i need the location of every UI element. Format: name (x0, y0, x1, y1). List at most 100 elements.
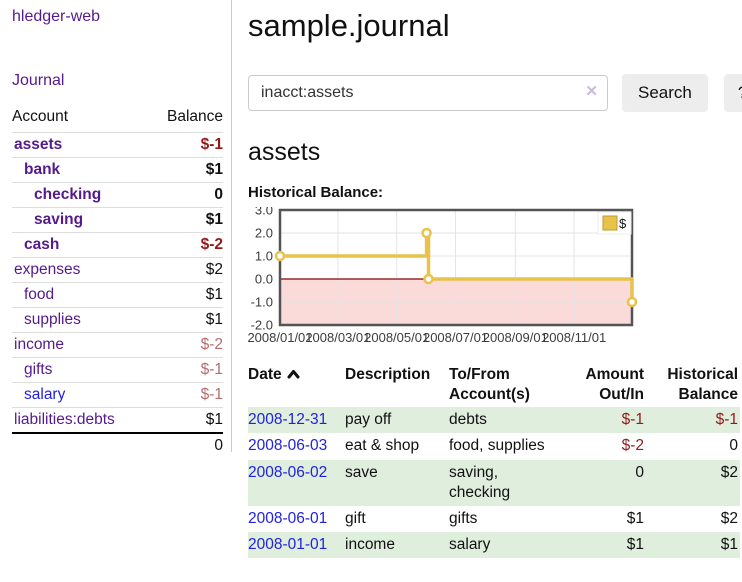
register-header-date[interactable]: Date (248, 363, 345, 407)
register-header-description: Description (345, 366, 431, 383)
account-row: checking 0 (12, 182, 223, 208)
transaction-accounts: debts (449, 411, 487, 429)
register-header-amount-line1: Amount (585, 366, 644, 383)
account-link[interactable]: saving (34, 211, 84, 228)
transaction-date-link[interactable]: 2008-01-01 (248, 535, 328, 553)
account-row: gifts $-1 (12, 357, 223, 383)
account-row: income $-2 (12, 332, 223, 358)
transaction-row: 2008-01-01 income salary $1 $1 (248, 531, 740, 559)
account-balance: $1 (148, 282, 223, 308)
account-link[interactable]: checking (34, 186, 102, 203)
register-header-accounts-line2: Account(s) (449, 386, 530, 404)
account-link[interactable]: bank (24, 161, 61, 178)
transaction-row: 2008-06-02 save saving, checking 0 $2 (248, 459, 740, 506)
sidebar: hledger-web Journal Account Balance asse… (0, 0, 232, 458)
register-header-balance: Historical Balance (646, 363, 740, 407)
account-row: cash $-2 (12, 232, 223, 258)
account-row: supplies $1 (12, 307, 223, 333)
chart-x-tick-label: 2008/01/01 (247, 330, 312, 345)
chart-y-tick-label: 1.0 (255, 249, 273, 264)
sort-ascending-icon (287, 370, 300, 379)
account-balance: $-2 (148, 232, 223, 258)
chart-x-tick-label: 2008/09/01 (483, 330, 548, 345)
transaction-balance: 0 (729, 437, 738, 455)
search-input-wrap: ✕ (248, 75, 608, 111)
legend-label: $ (619, 216, 627, 231)
account-link[interactable]: gifts (24, 361, 53, 378)
transaction-description: eat & shop (345, 437, 420, 455)
help-button[interactable]: ? (723, 74, 742, 112)
account-balance: $-2 (148, 332, 223, 358)
transaction-row: 2008-06-01 gift gifts $1 $2 (248, 506, 740, 532)
transaction-date-link[interactable]: 2008-06-01 (248, 509, 328, 527)
account-link[interactable]: expenses (14, 261, 81, 278)
account-balance: $1 (148, 307, 223, 333)
account-link[interactable]: food (24, 286, 55, 303)
chart-point (423, 273, 434, 285)
transaction-amount: $-1 (621, 411, 644, 429)
transaction-row: 2008-06-03 eat & shop food, supplies $-2 0 (248, 433, 740, 459)
accounts-total-row: 0 (12, 432, 223, 458)
accounts-total-spacer (12, 432, 149, 458)
clear-search-icon[interactable]: ✕ (585, 83, 598, 100)
register-header-accounts: To/From Account(s) (449, 363, 562, 407)
chart-x-tick-label: 2008/07/01 (423, 330, 488, 345)
account-link[interactable]: assets (14, 136, 63, 153)
chart-y-tick-label: 3.0 (255, 207, 273, 218)
transaction-description: gift (345, 509, 366, 527)
register-header-amount: Amount Out/In (562, 363, 646, 407)
legend-swatch (602, 215, 618, 231)
account-link[interactable]: supplies (24, 311, 81, 328)
account-balance: $-1 (148, 132, 223, 158)
transaction-balance: $1 (720, 535, 738, 553)
register-table: Date Description To/From Account(s) Amou… (248, 363, 740, 559)
transaction-date-link[interactable]: 2008-06-02 (248, 463, 328, 481)
account-link[interactable]: cash (24, 236, 60, 253)
transaction-amount: $1 (626, 535, 644, 553)
transaction-date-link[interactable]: 2008-12-31 (248, 411, 328, 429)
chart-title: Historical Balance: (248, 184, 384, 201)
historical-balance-chart: $ -2.0 -1.0 0.0 1.0 2.0 3.0 2008/01/012008/03/0… (247, 207, 638, 345)
account-balance: 0 (148, 182, 223, 208)
account-row: saving $1 (12, 207, 223, 233)
chart-point (274, 250, 286, 262)
transaction-balance: $-1 (715, 411, 738, 429)
accounts-table: Account Balance assets $-1 bank $1 checking 0… (12, 106, 223, 458)
accounts-table-header: Account Balance (12, 106, 223, 133)
register-header-balance-line1: Historical (667, 366, 738, 383)
sidebar-item-journal[interactable]: Journal (12, 72, 65, 89)
register-header-balance-line2: Balance (678, 386, 738, 404)
app-brand-link[interactable]: hledger-web (12, 8, 101, 25)
chart-point (421, 227, 432, 239)
transaction-balance: $2 (720, 509, 738, 527)
transaction-description: save (345, 463, 378, 481)
account-balance: $1 (148, 407, 223, 433)
transaction-amount: $1 (626, 509, 644, 527)
search-form: ✕ Search ? (248, 74, 742, 112)
account-link[interactable]: salary (24, 386, 66, 403)
chart-y-tick-label: 2.0 (255, 226, 273, 241)
search-button[interactable]: Search (622, 74, 708, 112)
chart-x-tick-label: 2008/05/01 (364, 330, 429, 345)
search-input[interactable] (248, 75, 608, 111)
transaction-accounts: food, supplies (449, 437, 545, 455)
transaction-balance: $2 (720, 463, 738, 481)
account-row: expenses $2 (12, 257, 223, 283)
page-title: sample.journal (248, 8, 450, 43)
account-heading: assets (248, 138, 321, 166)
transaction-accounts: saving, checking (449, 463, 511, 501)
transaction-accounts: gifts (449, 509, 478, 527)
chart-point (626, 296, 638, 308)
account-balance: $-1 (148, 357, 223, 383)
account-link[interactable]: liabilities:debts (14, 411, 115, 428)
transaction-amount: $-2 (621, 437, 644, 455)
account-link[interactable]: income (14, 336, 64, 353)
accounts-header-account: Account (12, 108, 69, 125)
chart-y-tick-label: 0.0 (255, 272, 273, 287)
transaction-date-link[interactable]: 2008-06-03 (248, 437, 328, 455)
main-content: sample.journal ✕ Search ? assets Histori… (232, 0, 742, 582)
accounts-total-value: 0 (148, 432, 223, 458)
chart-x-tick-label: 2008/11/01 (542, 330, 606, 345)
account-row: liabilities:debts $1 (12, 407, 223, 433)
register-header-row: Date Description To/From Account(s) Amou… (248, 363, 740, 407)
